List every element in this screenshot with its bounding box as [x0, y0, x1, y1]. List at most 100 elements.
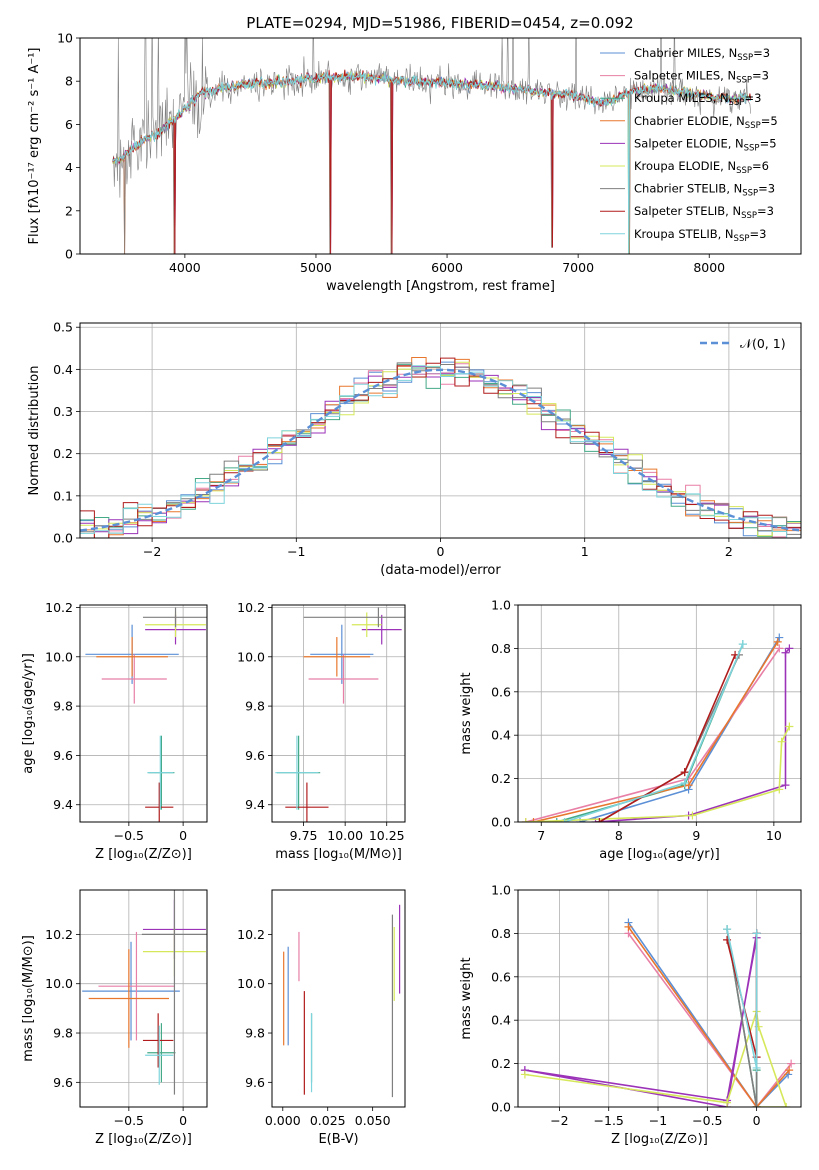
weight-marker-kroupa-elodie — [688, 811, 697, 820]
weight-marker-kroupa-elodie — [782, 1103, 791, 1107]
x-tick-label: 7000 — [562, 260, 594, 275]
y-tick-label: 2 — [65, 203, 73, 218]
y-tick-label: 9.8 — [53, 1026, 73, 1041]
gaussian-curve — [80, 368, 801, 532]
plot-area-age_vs_mass — [275, 607, 405, 822]
panel-mass_vs_EBV: 0.000 0.025 0.050 9.6 9.8 10.0 10.2 E(B-V) — [237, 889, 406, 1147]
weight-marker-kroupa-elodie — [520, 1070, 529, 1079]
x-tick-label: −0.5 — [114, 828, 144, 843]
legend-entry: Kroupa MILES, NSSP=3 — [634, 91, 761, 108]
weight-marker-kroupa-elodie — [785, 722, 794, 731]
y-tick-label: 0.4 — [491, 1013, 511, 1028]
spectrum-legend: Chabrier MILES, NSSP=3 Salpeter MILES, NS… — [600, 46, 778, 244]
axes-frame — [79, 889, 208, 1108]
y-tick-label: 0.0 — [491, 1100, 511, 1115]
legend-entry: Chabrier STELIB, NSSP=3 — [634, 182, 775, 199]
y-tick-label: 9.4 — [245, 797, 265, 812]
y-tick-label: 0.1 — [53, 488, 73, 503]
y-tick-label: 10.0 — [45, 976, 73, 991]
x-axis-label: Z [log₁₀(Z/Z⊙)] — [95, 1132, 192, 1147]
y-axis-label: Flux [fλ10⁻¹⁷ erg cm⁻² s⁻¹ A⁻¹] — [27, 48, 42, 245]
y-tick-label: 1.0 — [491, 598, 511, 613]
axes-frame — [79, 37, 802, 255]
x-tick-label: 0.000 — [265, 1113, 301, 1128]
y-tick-label: 0.6 — [491, 684, 511, 699]
panel-spectrum: 4000 5000 6000 7000 8000 0 2 4 6 8 10 wavelength [A… — [27, 31, 802, 294]
y-tick-label: 10.2 — [45, 600, 73, 615]
y-tick-label: 9.8 — [245, 699, 265, 714]
legend-entry: 𝒩(0, 1) — [740, 336, 786, 351]
x-tick-label: 9 — [692, 828, 700, 843]
panel-mass_vs_Z: −0.5 0 9.6 9.8 10.0 10.2 Z [log₁₀(Z/Z⊙)] mass [… — [21, 889, 208, 1147]
y-tick-label: 9.6 — [53, 1075, 73, 1090]
x-tick-label: 0.025 — [310, 1113, 346, 1128]
weight-marker-chabrier-elodie — [773, 637, 782, 646]
y-tick-label: 10 — [57, 31, 73, 46]
plot-area-residuals — [80, 357, 801, 538]
y-tick-label: 0.0 — [53, 531, 73, 546]
x-tick-label: 2 — [725, 544, 733, 559]
x-tick-label: 10 — [766, 828, 782, 843]
x-axis-label: mass [log₁₀(M/M⊙)] — [275, 847, 402, 862]
axes-frame — [517, 889, 802, 1108]
y-axis-label: Normed distribution — [27, 366, 42, 496]
weight-marker-chabrier-stelib — [752, 1103, 761, 1107]
plot-area-mass_vs_EBV — [283, 904, 401, 1098]
y-tick-label: 0 — [65, 247, 73, 262]
weight-marker-chabrier-miles — [775, 633, 784, 642]
legend-entry: Kroupa ELODIE, NSSP=6 — [634, 159, 769, 176]
x-tick-label: −2 — [143, 544, 161, 559]
axes-frame — [79, 604, 208, 823]
histogram-chabrier-stelib — [80, 362, 801, 535]
y-tick-label: 9.6 — [245, 1075, 265, 1090]
weight-line-kroupa-elodie — [524, 1011, 788, 1107]
weight-marker-kroupa-elodie — [775, 785, 784, 794]
weight-marker-salpeter-elodie — [781, 648, 790, 657]
weight-marker-kroupa-stelib — [738, 640, 747, 649]
x-tick-label: −1 — [287, 544, 305, 559]
y-tick-label: 0.6 — [491, 969, 511, 984]
y-tick-label: 0.4 — [491, 728, 511, 743]
y-tick-label: 6 — [65, 117, 73, 132]
legend-entry: Chabrier MILES, NSSP=3 — [634, 46, 770, 63]
weight-marker-salpeter-stelib — [680, 768, 689, 777]
y-tick-label: 10.2 — [45, 927, 73, 942]
axes-frame — [271, 604, 406, 823]
plot-area-mass_vs_Z — [82, 890, 207, 1095]
plot-area-weight_vs_age — [521, 633, 794, 822]
weight-marker-chabrier-elodie — [529, 818, 538, 822]
y-tick-label: 0.3 — [53, 404, 73, 419]
x-axis-label: (data-model)/error — [380, 563, 501, 578]
weight-marker-kroupa-stelib — [752, 1063, 761, 1072]
weight-marker-chabrier-elodie — [624, 922, 633, 931]
x-axis-label: Z [log₁₀(Z/Z⊙)] — [611, 1132, 708, 1147]
y-tick-label: 0.2 — [53, 446, 73, 461]
weight-marker-kroupa-stelib — [680, 778, 689, 787]
x-tick-label: 5000 — [300, 260, 332, 275]
weight-marker-kroupa-elodie — [521, 818, 530, 822]
y-axis-label: age [log₁₀(age/yr)] — [21, 653, 36, 774]
x-axis-label: Z [log₁₀(Z/Z⊙)] — [95, 847, 192, 862]
plot-area-age_vs_Z — [85, 607, 207, 822]
x-tick-label: −1.5 — [594, 1113, 624, 1128]
weight-marker-salpeter-elodie — [781, 781, 790, 790]
y-tick-label: 9.8 — [53, 699, 73, 714]
y-tick-label: 9.6 — [245, 748, 265, 763]
y-tick-label: 1.0 — [491, 883, 511, 898]
figure-title: PLATE=0294, MJD=51986, FIBERID=0454, z=0… — [246, 14, 633, 32]
plot-area-spectrum — [112, 38, 752, 254]
y-tick-label: 10.2 — [237, 600, 265, 615]
x-axis-label: E(B-V) — [318, 1132, 358, 1147]
x-tick-label: 4000 — [169, 260, 201, 275]
x-tick-label: 0 — [437, 544, 445, 559]
plot-area-weight_vs_Z — [520, 918, 796, 1107]
weight-marker-salpeter-miles — [775, 644, 784, 653]
legend-entry: Chabrier ELODIE, NSSP=5 — [634, 114, 778, 131]
weight-line-salpeter-miles — [627, 932, 792, 1107]
x-tick-label: 10.25 — [369, 828, 405, 843]
panel-weight_vs_Z: −2 −1.5 −1 −0.5 0 0.0 0.2 0.4 0.6 0.8 1.0 Z [log₁₀(… — [459, 883, 802, 1147]
weight-marker-kroupa-stelib — [752, 929, 761, 938]
axes-frame — [517, 604, 802, 823]
y-tick-label: 0.2 — [491, 771, 511, 786]
weight-marker-kroupa-elodie — [777, 737, 786, 746]
